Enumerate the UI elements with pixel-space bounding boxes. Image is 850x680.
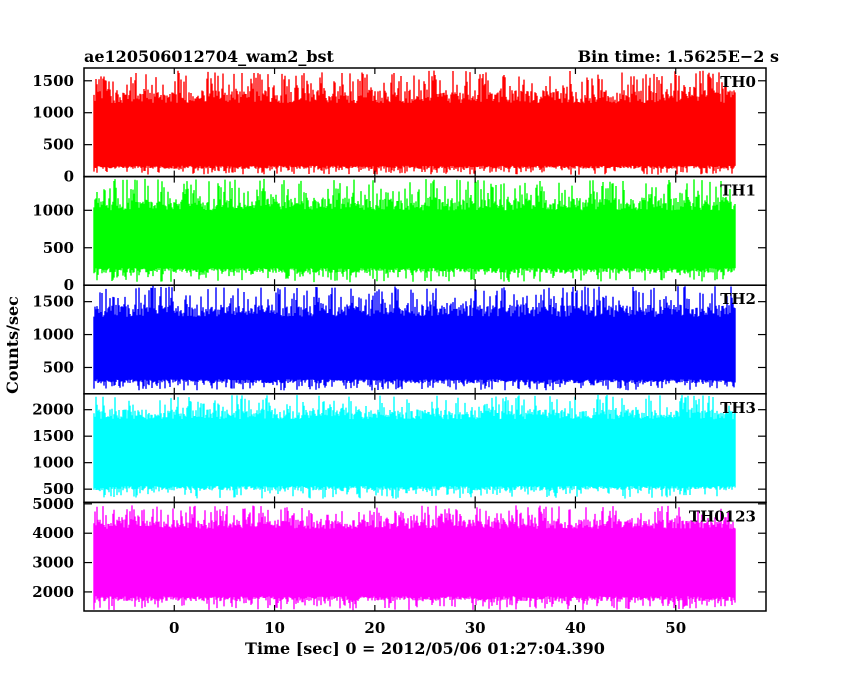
y-tick-label: 500: [43, 480, 74, 498]
panel-name-label: TH2: [720, 290, 756, 308]
chart-title: ae120506012704_wam2_bst: [84, 47, 335, 66]
series-line-th3: [93, 394, 736, 499]
series-line-th2: [93, 286, 736, 391]
panel-th2: 500 1000 1500 TH2: [32, 284, 767, 395]
panel-name-label: TH0: [720, 73, 756, 91]
x-tick-label: 50: [665, 619, 686, 637]
panel-frame: [83, 501, 767, 612]
y-tick-label: 500: [43, 239, 74, 257]
y-tick-label: 3000: [32, 554, 74, 572]
y-tick-label: 0: [64, 276, 74, 294]
y-tick-label: 1000: [32, 201, 74, 219]
panel-th0123: 2000 3000 4000 5000 TH0123: [32, 495, 767, 612]
bin-time-label: Bin time: 1.5625E−2 s: [578, 47, 779, 66]
x-axis-title: Time [sec] 0 = 2012/05/06 01:27:04.390: [245, 639, 605, 658]
y-axis-title: Counts/sec: [3, 296, 22, 394]
series-line-th0: [93, 70, 736, 175]
y-tick-label: 500: [43, 136, 74, 154]
panel-th3: 500 1000 1500 2000 TH3: [32, 393, 767, 504]
y-tick-label: 1000: [32, 454, 74, 472]
panel-th0: 0 500 1000 1500 TH0: [32, 67, 767, 186]
panel-th1: 0 500 1000 TH1: [32, 175, 767, 294]
y-tick-label: 5000: [32, 495, 74, 513]
y-tick-label: 2000: [32, 583, 74, 601]
y-tick-label: 1500: [32, 427, 74, 445]
panel-name-label: TH0123: [689, 507, 756, 525]
series-line-th1: [93, 178, 736, 283]
panel-name-label: TH1: [720, 182, 756, 200]
y-tick-label: 1500: [32, 72, 74, 90]
y-tick-label: 1000: [32, 104, 74, 122]
x-tick-label: 40: [565, 619, 586, 637]
y-tick-label: 0: [64, 168, 74, 186]
y-tick-label: 1000: [32, 326, 74, 344]
x-tick-label: 0: [169, 619, 179, 637]
y-tick-label: 4000: [32, 524, 74, 542]
x-tick-label: 20: [364, 619, 385, 637]
panel-name-label: TH3: [720, 399, 756, 417]
series-line-th0123: [93, 505, 736, 611]
y-tick-label: 1500: [32, 293, 74, 311]
y-tick-label: 2000: [32, 401, 74, 419]
x-tick-label: 30: [465, 619, 486, 637]
y-tick-label: 500: [43, 358, 74, 376]
x-tick-label: 10: [264, 619, 285, 637]
